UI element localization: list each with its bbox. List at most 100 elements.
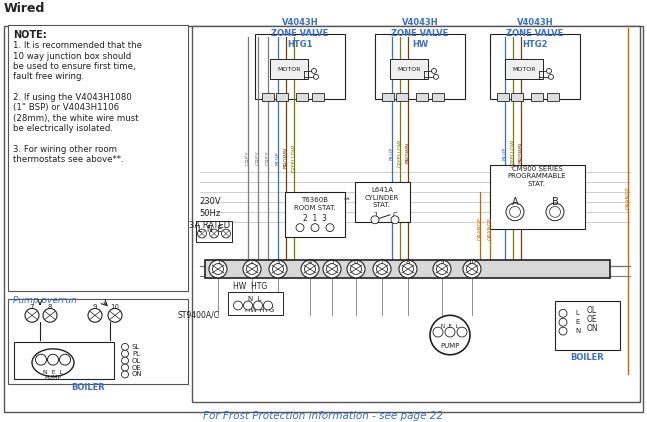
Circle shape (210, 229, 219, 238)
Ellipse shape (32, 349, 74, 376)
Bar (205, 260, 610, 278)
Text: GREY: GREY (265, 150, 270, 165)
Circle shape (399, 260, 417, 278)
Text: be used to ensure first time,: be used to ensure first time, (13, 62, 136, 71)
Text: For Frost Protection information - see page 22: For Frost Protection information - see p… (203, 411, 443, 421)
Circle shape (243, 301, 252, 310)
Text: N  E  L: N E L (43, 370, 63, 375)
Bar (490, 35, 580, 99)
Text: SL: SL (132, 344, 140, 350)
Text: HW  HTG: HW HTG (233, 282, 267, 291)
Circle shape (212, 264, 223, 274)
Text: V4043H
ZONE VALVE
HTG1: V4043H ZONE VALVE HTG1 (271, 18, 329, 49)
Bar (505, 59, 543, 79)
Text: ORANGE: ORANGE (487, 217, 492, 240)
Text: fault free wiring.: fault free wiring. (13, 73, 84, 81)
Circle shape (463, 260, 481, 278)
Bar (555, 300, 620, 350)
Circle shape (209, 260, 227, 278)
Text: CM900 SERIES
PROGRAMMABLE
STAT.: CM900 SERIES PROGRAMMABLE STAT. (508, 165, 566, 187)
Text: N: N (575, 328, 580, 334)
Bar (14, 342, 114, 379)
Circle shape (559, 327, 567, 335)
Bar (511, 93, 523, 100)
Text: 1. It is recommended that the: 1. It is recommended that the (13, 41, 142, 50)
Circle shape (47, 354, 58, 365)
Bar (390, 59, 428, 79)
Text: 230V
50Hz
3A RATED: 230V 50Hz 3A RATED (190, 197, 230, 230)
Circle shape (549, 74, 553, 79)
Text: 4: 4 (308, 259, 313, 265)
Circle shape (509, 206, 520, 217)
Circle shape (301, 260, 319, 278)
Circle shape (466, 264, 477, 274)
Circle shape (371, 216, 379, 224)
Text: ORANGE: ORANGE (477, 217, 483, 240)
Circle shape (122, 371, 129, 378)
Text: 3: 3 (276, 259, 280, 265)
Circle shape (122, 344, 129, 350)
Text: N  L: N L (248, 296, 262, 302)
Text: (28mm), the white wire must: (28mm), the white wire must (13, 114, 138, 123)
Circle shape (347, 260, 365, 278)
Bar (490, 165, 585, 229)
Circle shape (546, 203, 564, 221)
Text: 6: 6 (354, 259, 358, 265)
Circle shape (433, 260, 451, 278)
Circle shape (373, 260, 391, 278)
Circle shape (122, 364, 129, 371)
Text: OE: OE (132, 365, 142, 371)
Text: 10: 10 (111, 305, 120, 311)
Text: OL: OL (587, 306, 597, 315)
Text: **: ** (344, 197, 351, 203)
Bar (416, 93, 428, 100)
Text: T6360B
ROOM STAT.: T6360B ROOM STAT. (294, 197, 336, 211)
Circle shape (311, 68, 316, 73)
Bar (312, 93, 324, 100)
Circle shape (457, 327, 467, 337)
Text: 2  1  3: 2 1 3 (303, 214, 327, 223)
Text: V4043H
ZONE VALVE
HW: V4043H ZONE VALVE HW (391, 18, 448, 49)
Bar (497, 93, 509, 100)
Circle shape (36, 354, 47, 365)
Circle shape (402, 264, 413, 274)
Circle shape (323, 260, 341, 278)
Circle shape (377, 264, 388, 274)
Circle shape (269, 260, 287, 278)
Circle shape (506, 203, 524, 221)
Circle shape (254, 301, 263, 310)
Text: L641A
CYLINDER
STAT.: L641A CYLINDER STAT. (365, 187, 399, 208)
Circle shape (559, 309, 567, 317)
Bar (262, 93, 274, 100)
Text: V4043H
ZONE VALVE
HTG2: V4043H ZONE VALVE HTG2 (507, 18, 564, 49)
Circle shape (326, 224, 334, 232)
Circle shape (311, 224, 319, 232)
Circle shape (433, 74, 439, 79)
Text: ON: ON (132, 371, 142, 377)
Circle shape (437, 264, 448, 274)
Bar (375, 35, 465, 99)
Bar (255, 35, 345, 99)
Circle shape (433, 327, 443, 337)
Text: BOILER: BOILER (71, 383, 105, 392)
Bar (276, 93, 288, 100)
Text: OL: OL (132, 358, 141, 364)
Text: BLUE: BLUE (503, 146, 507, 160)
Text: PUMP: PUMP (45, 376, 61, 381)
Circle shape (221, 229, 230, 238)
Bar (547, 93, 559, 100)
Text: ST9400A/C: ST9400A/C (178, 311, 220, 319)
Text: BROWN: BROWN (406, 142, 410, 163)
Text: Wired: Wired (4, 2, 45, 15)
Bar (228, 292, 283, 315)
Text: 8: 8 (406, 259, 410, 265)
Text: thermostats see above**.: thermostats see above**. (13, 155, 124, 164)
Text: G/YELLOW: G/YELLOW (510, 138, 516, 167)
Text: ON: ON (587, 324, 598, 333)
Text: HW HTG: HW HTG (245, 308, 274, 314)
Bar (296, 93, 308, 100)
Circle shape (430, 315, 470, 355)
Circle shape (122, 357, 129, 364)
Text: G/YELLOW: G/YELLOW (292, 143, 296, 172)
Text: Pump overrun: Pump overrun (13, 296, 77, 305)
